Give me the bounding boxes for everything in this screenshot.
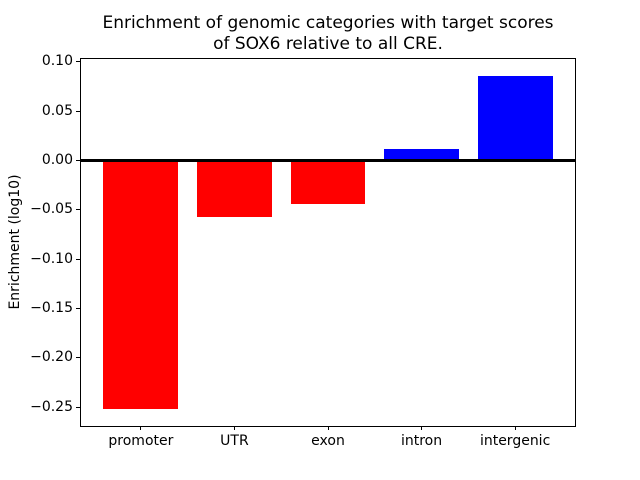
y-tick-label: −0.05 [30,201,73,218]
x-tick-label-exon: exon [311,433,345,449]
x-tick-mark [233,426,235,430]
y-tick-mark [76,110,80,112]
x-tick-label-intergenic: intergenic [479,433,551,449]
y-tick-mark [76,61,80,63]
bar-intergenic [477,75,553,161]
bar-exon [290,160,366,205]
y-tick-label: 0.00 [41,152,73,169]
y-tick-label: −0.20 [30,349,73,366]
x-tick-mark [327,426,329,430]
x-tick-label-intron: intron [400,433,443,449]
y-tick-mark [76,406,80,408]
y-tick-label: 0.10 [41,53,73,70]
y-tick-label: −0.10 [30,250,73,267]
x-tick-label-UTR: UTR [220,433,249,449]
y-axis-label: Enrichment (log10) [7,174,23,310]
y-tick-label: 0.05 [41,102,73,119]
y-tick-mark [76,308,80,310]
x-tick-mark [421,426,423,430]
zero-baseline [81,159,575,162]
plot-area: 0.10 0.05 0.00 −0.05 −0.10 −0.15 −0.20 −0.25 pro… [30,53,576,449]
y-tick-mark [76,209,80,211]
bar-UTR [197,160,272,217]
chart-title: Enrichment of genomic categories with ta… [102,13,554,54]
y-tick-mark [76,357,80,359]
bar-promoter [103,160,179,410]
x-tick-mark [140,426,142,430]
y-tick-mark [76,258,80,260]
y-tick-label: −0.15 [30,300,73,317]
x-tick-label-promoter: promoter [108,433,174,449]
y-tick-label: −0.25 [30,398,73,415]
x-tick-mark [514,426,516,430]
bar-intron [384,148,459,161]
y-tick-mark [76,160,80,162]
